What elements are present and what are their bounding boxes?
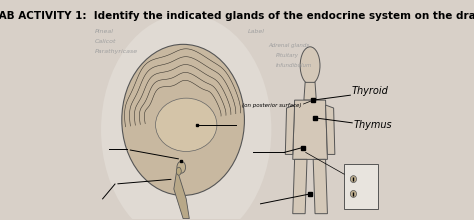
- Bar: [344, 164, 378, 209]
- Polygon shape: [293, 100, 328, 159]
- Polygon shape: [174, 169, 189, 219]
- Text: Thymus: Thymus: [354, 120, 392, 130]
- Ellipse shape: [122, 44, 245, 195]
- Ellipse shape: [176, 167, 181, 175]
- Polygon shape: [313, 159, 328, 214]
- Text: PRE-LAB ACTIVITY 1:  Identify the indicated glands of the endocrine system on th: PRE-LAB ACTIVITY 1: Identify the indicat…: [0, 11, 474, 21]
- Polygon shape: [293, 159, 307, 214]
- Ellipse shape: [300, 47, 320, 84]
- Polygon shape: [285, 105, 295, 154]
- Text: (on posterior surface): (on posterior surface): [242, 103, 301, 108]
- Text: Label: Label: [248, 29, 265, 34]
- Ellipse shape: [155, 98, 217, 151]
- Text: Pituitary: Pituitary: [276, 53, 299, 58]
- Ellipse shape: [101, 14, 272, 220]
- Text: Parathyricase: Parathyricase: [95, 49, 138, 54]
- Text: Calicot: Calicot: [95, 39, 117, 44]
- Ellipse shape: [350, 176, 356, 183]
- Ellipse shape: [350, 191, 356, 197]
- Ellipse shape: [177, 161, 186, 173]
- Text: Infundibulum: Infundibulum: [276, 63, 312, 68]
- Text: Thyroid: Thyroid: [352, 86, 389, 96]
- Polygon shape: [326, 105, 335, 154]
- Text: Pineal: Pineal: [95, 29, 114, 34]
- Text: Adrenal glands: Adrenal glands: [269, 43, 310, 48]
- Polygon shape: [304, 82, 316, 100]
